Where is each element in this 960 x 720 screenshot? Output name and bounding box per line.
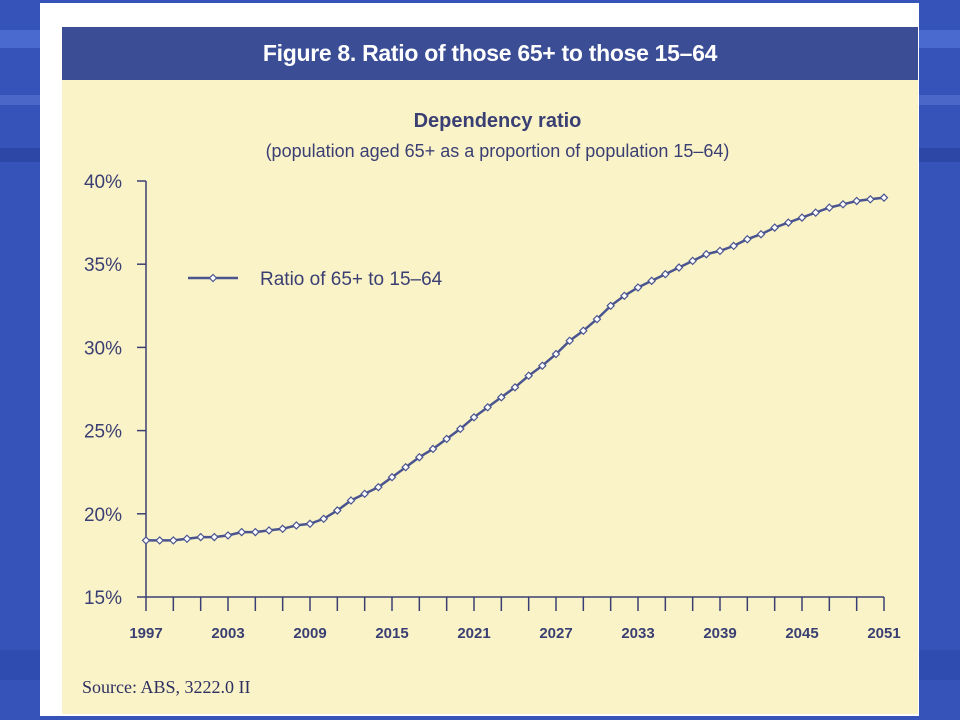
x-tick-label: 2045	[785, 625, 818, 642]
y-tick-label: 20%	[84, 505, 122, 526]
x-tick-label: 2021	[457, 625, 490, 642]
data-point	[633, 283, 643, 292]
data-point	[237, 527, 247, 537]
data-point	[168, 536, 178, 545]
x-tick-label: 2003	[211, 625, 244, 642]
data-point	[701, 249, 711, 259]
data-point	[797, 213, 807, 222]
x-tick-label: 1997	[129, 625, 162, 642]
x-tick-label: 2015	[375, 625, 408, 642]
data-point	[209, 532, 219, 542]
data-point	[742, 234, 752, 244]
chart-title: Dependency ratio	[413, 110, 582, 132]
source-note: Source: ABS, 3222.0 II	[82, 677, 251, 697]
data-point	[715, 246, 725, 256]
data-point	[442, 434, 452, 444]
data-point	[483, 402, 493, 412]
data-point	[414, 452, 424, 462]
data-point	[578, 326, 588, 336]
data-point	[360, 489, 370, 499]
data-point	[674, 263, 684, 272]
chart-subtitle: (population aged 65+ as a proportion of …	[265, 141, 730, 161]
data-point	[346, 496, 356, 505]
data-point	[428, 444, 438, 454]
data-point	[811, 208, 821, 217]
data-point	[141, 536, 151, 545]
data-point	[838, 199, 848, 209]
y-tick-label: 15%	[84, 588, 122, 609]
figure-title: Figure 8. Ratio of those 65+ to those 15…	[62, 27, 918, 80]
legend-marker	[208, 273, 218, 283]
y-tick-label: 35%	[84, 255, 122, 276]
data-point	[647, 276, 657, 286]
data-point	[387, 472, 397, 482]
x-tick-label: 2009	[293, 625, 326, 642]
data-point	[223, 531, 233, 540]
data-point	[455, 424, 465, 434]
data-point	[264, 526, 274, 535]
data-point	[865, 194, 875, 204]
data-point	[496, 392, 506, 402]
data-point	[592, 314, 602, 324]
data-point	[332, 506, 342, 515]
data-point	[196, 532, 206, 542]
data-point	[729, 241, 739, 251]
data-point	[756, 229, 766, 239]
x-tick-label: 2033	[621, 625, 654, 642]
data-point	[469, 412, 479, 422]
data-point	[824, 203, 834, 212]
y-tick-label: 25%	[84, 422, 122, 443]
data-point	[305, 519, 315, 529]
data-point	[606, 301, 616, 311]
y-tick-label: 30%	[84, 338, 122, 359]
data-point	[537, 361, 547, 371]
data-point	[250, 527, 260, 537]
data-point	[278, 524, 288, 534]
data-point	[291, 521, 301, 530]
data-point	[660, 269, 670, 279]
data-point	[373, 482, 383, 492]
data-point	[401, 462, 411, 472]
series-line	[146, 196, 885, 542]
data-point	[510, 382, 520, 392]
x-tick-label: 2051	[867, 625, 900, 642]
data-point	[770, 223, 780, 232]
data-point	[182, 534, 192, 544]
data-point	[879, 193, 889, 202]
x-tick-label: 2027	[539, 625, 572, 642]
data-point	[688, 256, 698, 266]
data-point	[783, 218, 793, 227]
x-tick-label: 2039	[703, 625, 736, 642]
data-point	[551, 349, 561, 359]
y-tick-label: 40%	[84, 172, 122, 193]
data-point	[619, 291, 629, 301]
data-point	[155, 536, 165, 545]
data-point	[524, 371, 534, 381]
data-point	[319, 514, 329, 524]
data-point	[565, 336, 575, 346]
legend-label: Ratio of 65+ to 15–64	[260, 269, 443, 290]
data-point	[852, 196, 862, 206]
